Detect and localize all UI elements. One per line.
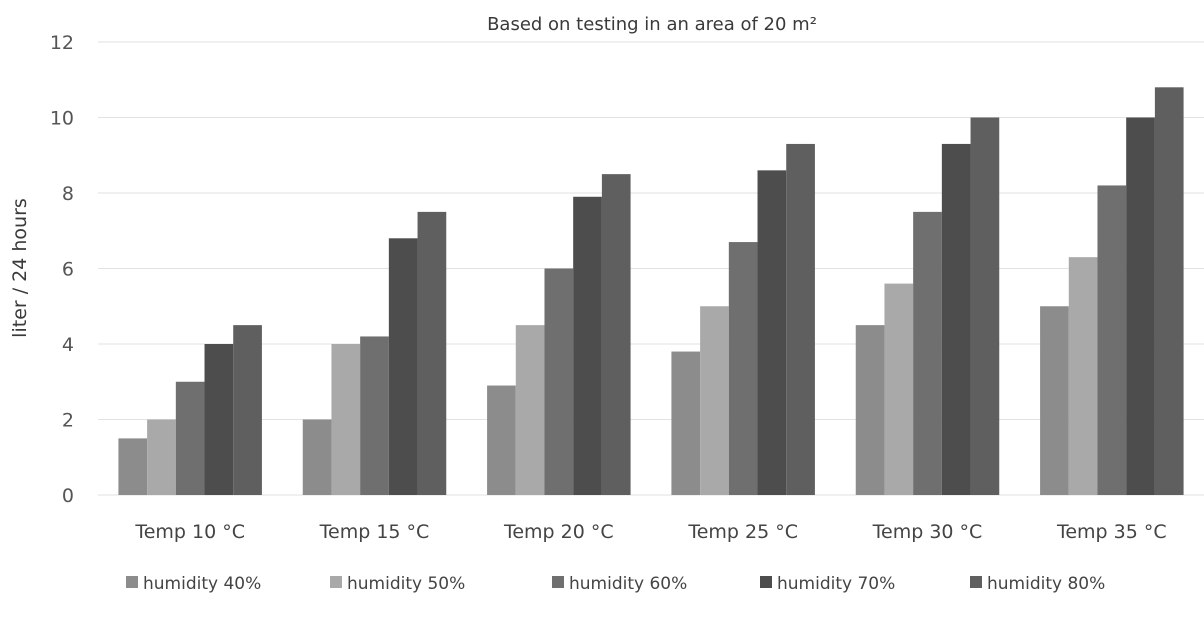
x-tick-label: Temp 35 °C bbox=[1056, 521, 1167, 543]
bar bbox=[1097, 185, 1127, 495]
bar bbox=[913, 211, 942, 496]
x-tick-label: Temp 20 °C bbox=[503, 521, 614, 543]
bars bbox=[118, 87, 1184, 496]
bar bbox=[573, 196, 602, 495]
legend-label: humidity 80% bbox=[987, 574, 1105, 594]
legend-label: humidity 40% bbox=[143, 574, 261, 594]
bar bbox=[544, 268, 574, 495]
legend-swatch bbox=[552, 576, 564, 588]
legend-swatch bbox=[760, 576, 772, 588]
bar bbox=[515, 325, 545, 496]
bar bbox=[601, 174, 631, 496]
bar bbox=[728, 242, 758, 495]
bar bbox=[700, 306, 729, 495]
legend-swatch bbox=[330, 576, 342, 588]
grid-lines bbox=[98, 41, 1204, 496]
x-tick-label: Temp 30 °C bbox=[872, 521, 983, 543]
bar bbox=[302, 419, 332, 495]
bar bbox=[417, 211, 447, 496]
legend-label: humidity 50% bbox=[347, 574, 465, 594]
bar bbox=[331, 344, 361, 495]
x-tick-label: Temp 10 °C bbox=[134, 521, 245, 543]
bar bbox=[855, 325, 885, 496]
legend: humidity 40% humidity 50% humidity 60% humi… bbox=[126, 574, 1105, 594]
bar bbox=[175, 381, 205, 495]
bar bbox=[757, 170, 787, 495]
bar bbox=[786, 143, 815, 495]
bar bbox=[1154, 87, 1184, 496]
x-tick-label: Temp 15 °C bbox=[319, 521, 430, 543]
chart-subtitle: Based on testing in an area of 20 m² bbox=[487, 14, 817, 35]
bar bbox=[233, 325, 262, 496]
legend-swatch bbox=[970, 576, 982, 588]
x-axis-ticks: Temp 10 °C Temp 15 °C Temp 20 °C Temp 25 °C… bbox=[134, 521, 1166, 543]
x-tick-label: Temp 25 °C bbox=[687, 521, 798, 543]
bar bbox=[1126, 117, 1155, 495]
bar bbox=[1068, 257, 1098, 495]
y-tick-label: 2 bbox=[62, 410, 74, 432]
bar bbox=[204, 344, 234, 495]
bar bbox=[671, 351, 701, 495]
y-tick-label: 6 bbox=[62, 259, 74, 281]
bar bbox=[941, 143, 971, 495]
y-tick-label: 10 bbox=[50, 108, 74, 130]
legend-label: humidity 70% bbox=[777, 574, 895, 594]
bar bbox=[388, 238, 418, 496]
y-tick-label: 12 bbox=[50, 32, 74, 54]
bar bbox=[360, 336, 389, 495]
legend-label: humidity 60% bbox=[569, 574, 687, 594]
bar bbox=[1040, 306, 1069, 495]
bar bbox=[487, 385, 516, 495]
y-tick-label: 0 bbox=[62, 485, 74, 507]
bar bbox=[118, 438, 148, 496]
bar bbox=[884, 283, 914, 495]
legend-swatch bbox=[126, 576, 138, 588]
bar bbox=[147, 419, 176, 495]
y-axis-label: liter / 24 hours bbox=[9, 198, 31, 338]
y-axis-ticks: 0 2 4 6 8 10 12 bbox=[50, 32, 74, 507]
bar bbox=[970, 117, 1000, 495]
y-tick-label: 4 bbox=[62, 334, 74, 356]
y-tick-label: 8 bbox=[62, 183, 74, 205]
